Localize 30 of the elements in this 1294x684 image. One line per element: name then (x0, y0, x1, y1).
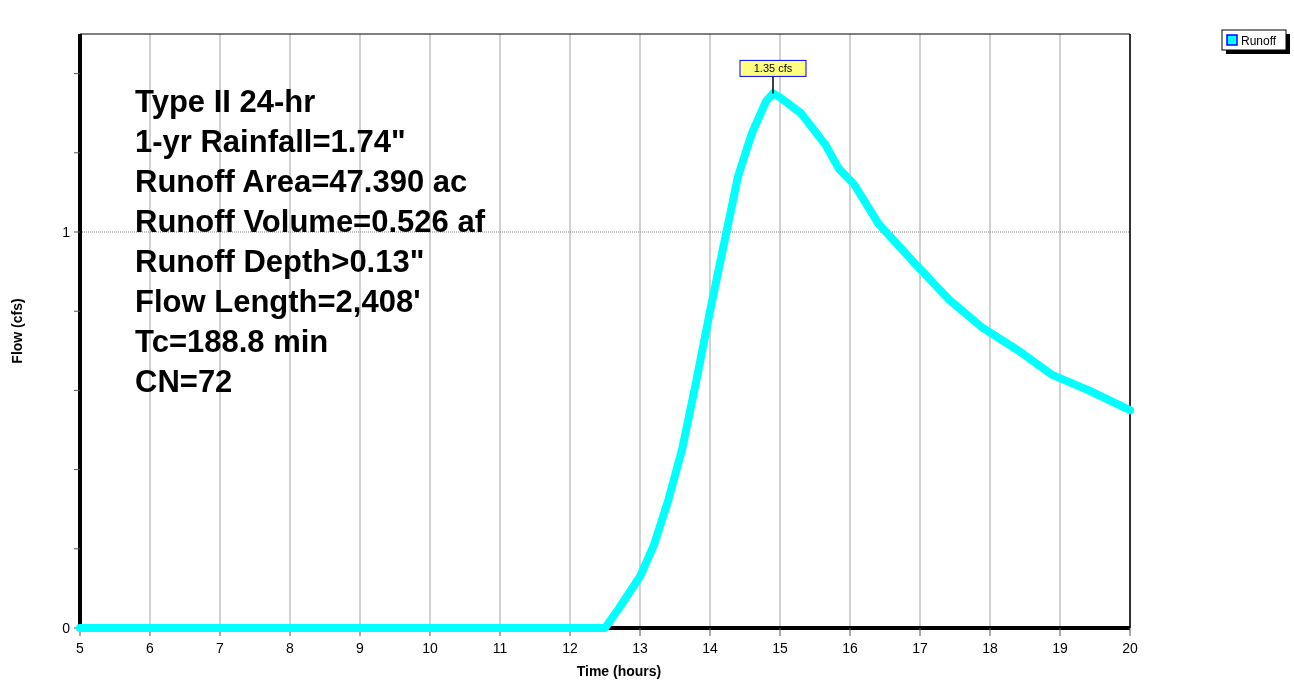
annotation: Flow Length=2,408' (135, 284, 421, 319)
y-tick-label: 0 (62, 620, 71, 636)
annotation: 1-yr Rainfall=1.74" (135, 124, 406, 159)
x-tick-label: 10 (422, 640, 438, 656)
x-tick-label: 7 (216, 640, 225, 656)
annotation: 1.35 cfs (753, 62, 793, 75)
x-tick-label: 14 (702, 640, 718, 656)
x-tick-label: 9 (356, 640, 365, 656)
x-axis-title: Time (hours) (576, 663, 662, 679)
y-tick-label: 1 (62, 224, 71, 240)
x-tick-label: 6 (146, 640, 155, 656)
annotation: CN=72 (135, 364, 233, 399)
x-tick-label: 5 (76, 640, 85, 656)
annotation: Runoff Depth>0.13" (135, 244, 425, 279)
x-tick-label: 12 (562, 640, 578, 656)
legend-label: Runoff (1241, 34, 1277, 48)
x-tick-label: 20 (1122, 640, 1138, 656)
x-tick-label: 15 (772, 640, 788, 656)
x-tick-label: 17 (912, 640, 928, 656)
x-tick-label: 18 (982, 640, 998, 656)
annotation: Tc=188.8 min (135, 324, 329, 359)
annotation: Runoff Volume=0.526 af (135, 204, 486, 239)
x-tick-label: 13 (632, 640, 648, 656)
x-tick-label: 8 (286, 640, 295, 656)
x-tick-label: 19 (1052, 640, 1068, 656)
x-tick-label: 11 (492, 640, 508, 656)
annotation: Runoff Area=47.390 ac (135, 164, 468, 199)
y-axis-title: Flow (cfs) (9, 298, 25, 364)
annotation: Type II 24-hr (135, 84, 316, 119)
x-tick-label: 16 (842, 640, 858, 656)
